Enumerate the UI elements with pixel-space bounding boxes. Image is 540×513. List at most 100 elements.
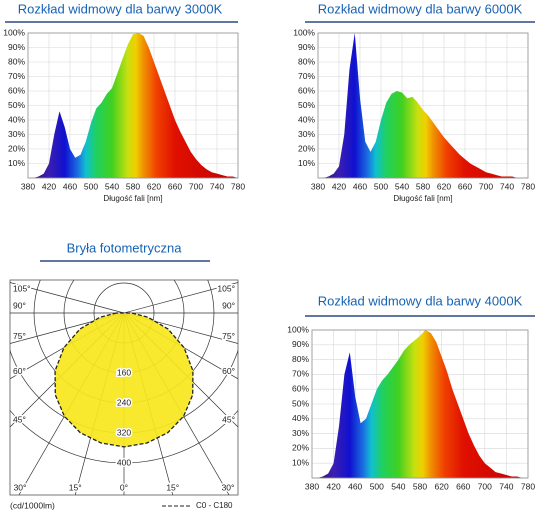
- y-tick-label: 40%: [298, 114, 315, 124]
- x-tick-label: 620: [435, 481, 449, 491]
- polar-curve: [54, 312, 194, 448]
- x-tick-label: 700: [189, 181, 203, 191]
- r-tick-label: 160: [117, 367, 131, 377]
- y-tick-label: 20%: [8, 143, 25, 153]
- y-tick-label: 20%: [292, 443, 309, 453]
- y-tick-label: 70%: [298, 71, 315, 81]
- chart-title: Rozkład widmowy dla barwy 3000K: [18, 1, 223, 16]
- angle-label: 60°: [222, 366, 235, 376]
- angle-grid: [123, 282, 238, 314]
- y-tick-label: 100%: [293, 27, 315, 37]
- y-tick-label: 100%: [287, 324, 309, 334]
- x-tick-label: 740: [500, 181, 514, 191]
- plot-frame: [27, 32, 239, 179]
- r-tick-label: 240: [117, 397, 131, 407]
- y-tick-label: 30%: [298, 129, 315, 139]
- angle-label: 90°: [222, 300, 235, 310]
- y-tick-label: 60%: [292, 383, 309, 393]
- y-tick-label: 50%: [8, 100, 25, 110]
- x-tick-label: 620: [437, 181, 451, 191]
- spectrum-area: [318, 33, 528, 178]
- angle-label: 45°: [222, 414, 235, 424]
- spectrum-area: [312, 330, 528, 478]
- unit-label: (cd/1000lm): [10, 500, 55, 510]
- angle-label: 75°: [13, 331, 26, 341]
- x-tick-label: 580: [413, 481, 427, 491]
- spectrum-area: [28, 33, 238, 178]
- y-tick-label: 30%: [8, 129, 25, 139]
- x-tick-label: 660: [456, 481, 470, 491]
- x-tick-label: 740: [210, 181, 224, 191]
- y-tick-label: 60%: [8, 85, 25, 95]
- y-tick-label: 10%: [298, 158, 315, 168]
- angle-label: 15°: [166, 482, 179, 492]
- y-tick-label: 100%: [3, 27, 25, 37]
- angle-label: 0°: [120, 482, 128, 492]
- x-tick-label: 420: [332, 181, 346, 191]
- r-tick-label: 320: [117, 427, 131, 437]
- angle-label: 105°: [217, 284, 235, 294]
- plot-frame: [311, 329, 529, 479]
- x-tick-label: 500: [370, 481, 384, 491]
- y-tick-label: 90%: [298, 42, 315, 52]
- chart-title: Rozkład widmowy dla barwy 6000K: [318, 1, 523, 16]
- angle-label: 15°: [69, 482, 82, 492]
- y-tick-label: 10%: [8, 158, 25, 168]
- y-tick-label: 40%: [8, 114, 25, 124]
- y-tick-label: 70%: [8, 71, 25, 81]
- y-tick-label: 30%: [292, 428, 309, 438]
- chart-title: Bryła fotometryczna: [67, 240, 183, 255]
- x-tick-label: 660: [458, 181, 472, 191]
- x-tick-label: 700: [478, 481, 492, 491]
- angle-label: 105°: [13, 284, 31, 294]
- angle-grid: [10, 282, 125, 314]
- y-tick-label: 90%: [292, 339, 309, 349]
- x-tick-label: 740: [499, 481, 513, 491]
- y-tick-label: 50%: [298, 100, 315, 110]
- x-tick-label: 380: [311, 181, 325, 191]
- x-tick-label: 380: [21, 181, 35, 191]
- y-tick-label: 80%: [8, 56, 25, 66]
- x-tick-label: 460: [63, 181, 77, 191]
- r-tick-label: 400: [117, 457, 131, 467]
- x-tick-label: 540: [395, 181, 409, 191]
- x-tick-label: 500: [374, 181, 388, 191]
- plot-frame: [317, 32, 529, 179]
- y-tick-label: 80%: [292, 354, 309, 364]
- angle-label: 90°: [13, 300, 26, 310]
- x-tick-label: 420: [42, 181, 56, 191]
- y-tick-label: 90%: [8, 42, 25, 52]
- x-tick-label: 540: [391, 481, 405, 491]
- angle-label: 45°: [13, 414, 26, 424]
- x-tick-label: 780: [231, 181, 245, 191]
- x-tick-label: 500: [84, 181, 98, 191]
- y-tick-label: 20%: [298, 143, 315, 153]
- angle-label: 30°: [222, 482, 235, 492]
- x-tick-label: 660: [168, 181, 182, 191]
- y-tick-label: 60%: [298, 85, 315, 95]
- x-tick-label: 460: [348, 481, 362, 491]
- angle-label: 60°: [13, 366, 26, 376]
- x-tick-label: 700: [479, 181, 493, 191]
- y-tick-label: 40%: [292, 413, 309, 423]
- x-tick-label: 780: [521, 181, 535, 191]
- y-tick-label: 70%: [292, 369, 309, 379]
- x-tick-label: 540: [105, 181, 119, 191]
- x-axis-label: Długość fali [nm]: [393, 194, 452, 203]
- x-tick-label: 580: [126, 181, 140, 191]
- x-tick-label: 580: [416, 181, 430, 191]
- y-tick-label: 10%: [292, 457, 309, 467]
- y-tick-label: 80%: [298, 56, 315, 66]
- x-axis-label: Długość fali [nm]: [103, 194, 162, 203]
- chart-title: Rozkład widmowy dla barwy 4000K: [318, 293, 523, 308]
- x-tick-label: 460: [353, 181, 367, 191]
- x-tick-label: 620: [147, 181, 161, 191]
- legend-label: C0 - C180: [196, 501, 233, 510]
- angle-label: 75°: [222, 331, 235, 341]
- y-tick-label: 50%: [292, 398, 309, 408]
- x-tick-label: 780: [521, 481, 535, 491]
- angle-label: 30°: [14, 482, 27, 492]
- x-tick-label: 420: [327, 481, 341, 491]
- x-tick-label: 380: [305, 481, 319, 491]
